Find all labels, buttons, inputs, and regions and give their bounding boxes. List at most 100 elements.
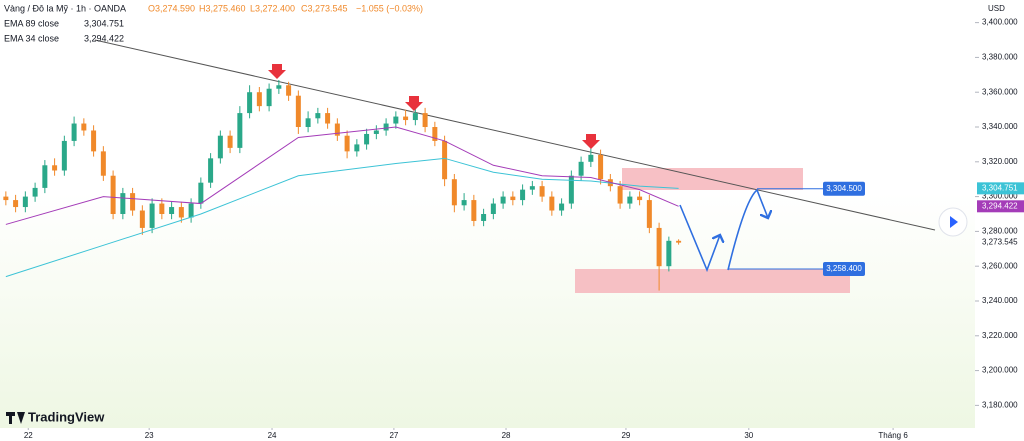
candle-body	[334, 123, 340, 136]
candle-body	[627, 196, 633, 204]
red-arrow	[405, 96, 423, 111]
candle-body	[393, 116, 399, 124]
candle-body	[315, 113, 321, 119]
candle-body	[568, 175, 574, 204]
y-tick-label: 3,340.000	[982, 122, 1018, 131]
candle-body	[666, 240, 672, 267]
candle-body	[354, 144, 360, 152]
candle-body	[159, 203, 165, 214]
candle-body	[208, 158, 214, 183]
candle-body	[500, 196, 506, 204]
candle-body	[325, 113, 331, 124]
ohlc-open: O3,274.590	[148, 3, 195, 13]
x-tick-label: Tháng 6	[878, 431, 908, 440]
price-axis	[975, 0, 1024, 441]
currency: USD	[988, 4, 1005, 13]
candle-body	[276, 85, 282, 89]
ema-line	[5, 126, 679, 225]
projection-path	[727, 188, 768, 271]
candle-body	[578, 161, 584, 176]
candle-body	[432, 127, 438, 141]
candle-body	[481, 214, 487, 221]
y-tick-label: 3,300.000	[982, 192, 1018, 201]
y-tick-label: 3,320.000	[982, 157, 1018, 166]
x-tick-label: 30	[744, 431, 753, 440]
level-tag	[823, 181, 865, 196]
price-tag	[977, 200, 1024, 213]
legend-name: EMA 34 close	[4, 33, 59, 43]
candle-body	[52, 165, 58, 171]
ohlc-close: C3,273.545	[301, 3, 348, 13]
y-tick-label: 3,400.000	[982, 18, 1018, 27]
y-tick-label: 3,200.000	[982, 366, 1018, 375]
level-label: 3,304.500	[826, 184, 862, 193]
candle-body	[247, 92, 253, 114]
candle-body	[403, 116, 409, 121]
candle-body	[373, 130, 379, 134]
legend-name: EMA 89 close	[4, 18, 59, 28]
candle-body	[130, 193, 136, 211]
candle-body	[549, 196, 555, 211]
support-zone	[575, 269, 850, 293]
play-icon	[950, 216, 958, 228]
level-label: 3,258.400	[826, 264, 862, 273]
candle-body	[110, 175, 116, 214]
candle-body	[256, 92, 262, 107]
candle-body	[598, 154, 604, 180]
candle-body	[383, 123, 389, 131]
price-tag-label: 3,294.422	[982, 201, 1018, 210]
y-tick-label: 3,220.000	[982, 331, 1018, 340]
candle-body	[520, 189, 526, 201]
candle-body	[646, 200, 652, 228]
candle-body	[490, 203, 496, 214]
last-price-bg	[977, 236, 1024, 249]
level-tag	[823, 261, 865, 276]
candle-body	[617, 186, 623, 204]
legend-value: 3,304.751	[84, 18, 124, 28]
red-arrow	[268, 64, 286, 79]
candle-body	[656, 227, 662, 267]
candle-body	[227, 135, 233, 148]
last-price-label: 3,273.545	[982, 238, 1018, 247]
x-tick-label: 22	[24, 431, 33, 440]
y-tick-label: 3,360.000	[982, 87, 1018, 96]
candle-body	[188, 203, 194, 218]
candle-body	[71, 123, 77, 141]
ema-line	[5, 157, 679, 278]
candle-body	[559, 203, 565, 211]
candle-body	[237, 113, 243, 148]
x-tick-label: 24	[268, 431, 277, 440]
candle-body	[120, 193, 126, 214]
change: −1.055 (−0.03%)	[356, 3, 423, 13]
candle-body	[61, 140, 67, 171]
red-arrow	[582, 134, 600, 149]
candle-body	[588, 154, 594, 162]
candle-body	[295, 95, 301, 128]
projection-path	[679, 204, 720, 273]
candle-body	[286, 85, 292, 96]
candle-body	[461, 200, 467, 206]
x-tick-label: 28	[502, 431, 511, 440]
candle-body	[471, 200, 477, 221]
logo-icon	[6, 412, 25, 424]
brand: TradingView	[28, 409, 105, 424]
candle-body	[13, 200, 19, 208]
candle-body	[539, 186, 545, 197]
candle-body	[412, 113, 418, 121]
candle-body	[637, 196, 643, 201]
x-tick-label: 23	[145, 431, 154, 440]
candle-body	[344, 135, 350, 152]
plot-background	[0, 0, 975, 428]
candle-body	[100, 151, 106, 176]
price-tag-label: 3,304.751	[982, 183, 1018, 192]
candle-body	[442, 140, 448, 180]
y-tick-label: 3,240.000	[982, 296, 1018, 305]
candle-body	[42, 165, 48, 188]
candle-body	[149, 203, 155, 228]
candle-body	[32, 187, 38, 197]
candle-body	[91, 130, 97, 152]
y-tick-label: 3,180.000	[982, 400, 1018, 409]
price-tag	[977, 182, 1024, 195]
candle-body	[178, 207, 184, 218]
